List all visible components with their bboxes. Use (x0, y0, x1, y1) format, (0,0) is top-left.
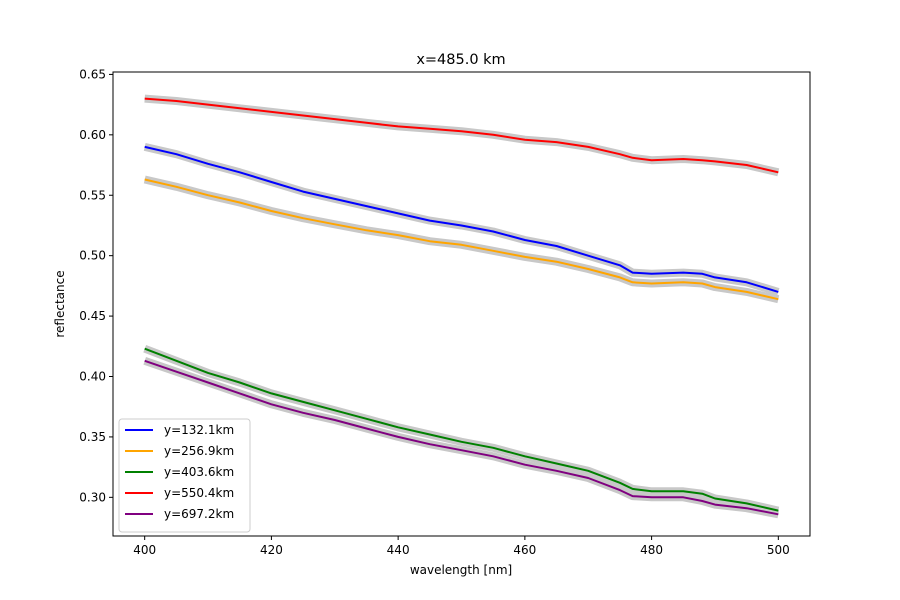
series-line-4 (144, 359, 779, 516)
y-axis-label: reflectance (53, 270, 67, 337)
chart-title: x=485.0 km (416, 52, 505, 68)
x-tick-label: 440 (387, 543, 410, 557)
legend-label-1: y=256.9km (164, 444, 234, 458)
y-tick-label: 0.35 (79, 430, 106, 444)
legend-label-2: y=403.6km (164, 465, 234, 479)
x-tick-label: 400 (133, 543, 156, 557)
series-line-3 (144, 97, 779, 174)
y-axis-ticks: 0.30 0.35 0.40 0.45 0.50 0.55 0.60 0.65 (79, 67, 113, 504)
x-tick-label: 500 (767, 543, 790, 557)
y-tick-label: 0.45 (79, 309, 106, 323)
series-line-1 (144, 178, 779, 301)
series-lines (144, 97, 779, 516)
x-axis-label: wavelength [nm] (410, 563, 512, 577)
legend-label-3: y=550.4km (164, 486, 234, 500)
series-line-2 (144, 347, 779, 512)
legend-label-4: y=697.2km (164, 507, 234, 521)
x-tick-label: 420 (260, 543, 283, 557)
y-tick-label: 0.50 (79, 249, 106, 263)
legend-label-0: y=132.1km (164, 423, 234, 437)
series-line-0 (144, 145, 779, 293)
y-tick-label: 0.65 (79, 67, 106, 81)
legend: y=132.1km y=256.9km y=403.6km y=550.4km y=69… (118, 418, 251, 533)
legend-box (118, 418, 251, 533)
y-tick-label: 0.55 (79, 188, 106, 202)
y-tick-label: 0.30 (79, 490, 106, 504)
x-axis-ticks: 400 420 440 460 480 500 (133, 536, 790, 557)
x-tick-label: 460 (513, 543, 536, 557)
y-tick-label: 0.40 (79, 370, 106, 384)
y-tick-label: 0.60 (79, 128, 106, 142)
x-tick-label: 480 (640, 543, 663, 557)
plot-frame (112, 71, 811, 537)
